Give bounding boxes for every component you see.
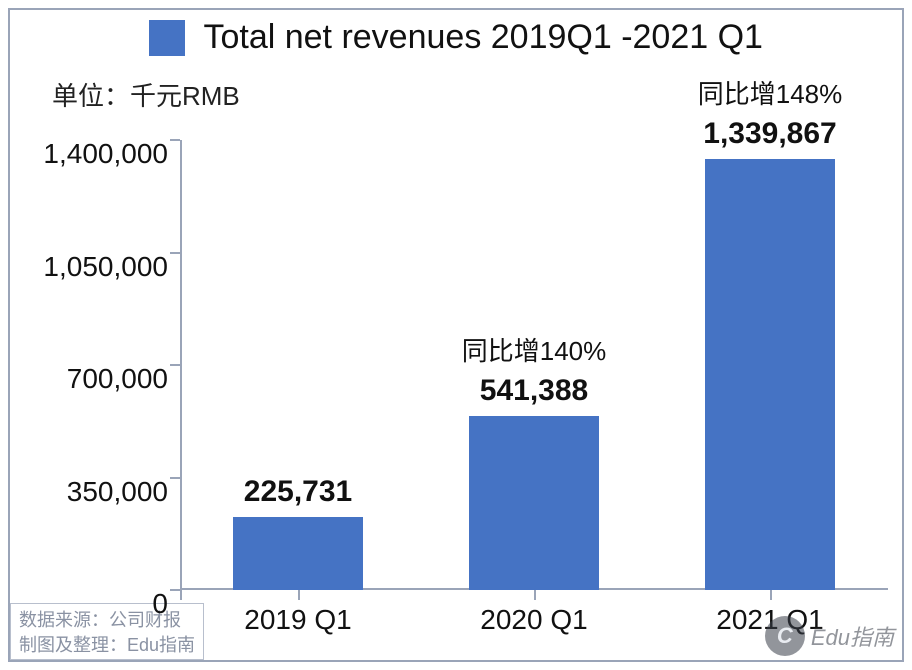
ytick-label: 0: [0, 588, 168, 620]
watermark-icon: C: [765, 616, 805, 656]
legend-swatch: [149, 20, 185, 56]
watermark-icon-letter: C: [777, 623, 793, 649]
ytick-mark: [170, 252, 180, 254]
xtick-mark: [534, 590, 536, 600]
watermark: C Edu指南: [765, 616, 894, 656]
bar-annotation: 同比增148%: [698, 74, 843, 111]
bar-value-label: 1,339,867: [703, 117, 836, 151]
xtick-label: 2020 Q1: [480, 604, 587, 636]
unit-label: 单位：千元RMB: [52, 76, 240, 113]
ytick-label: 350,000: [0, 476, 168, 508]
xtick-label: 2019 Q1: [244, 604, 351, 636]
chart-title: Total net revenues 2019Q1 -2021 Q1: [203, 18, 763, 57]
bar-value-label: 225,731: [244, 475, 352, 509]
source-line-2: 制图及整理：Edu指南: [19, 633, 195, 657]
plot-area: 225,7312019 Q1541,388同比增140%2020 Q11,339…: [180, 140, 888, 590]
ytick-mark: [170, 589, 180, 591]
bar-annotation: 同比增140%: [462, 331, 607, 368]
ytick-label: 700,000: [0, 363, 168, 395]
bar: [233, 517, 363, 590]
ytick-mark: [170, 477, 180, 479]
xtick-mark: [180, 590, 182, 600]
bar: [469, 416, 599, 590]
xtick-mark: [770, 590, 772, 600]
ytick-label: 1,050,000: [0, 251, 168, 283]
xtick-mark: [298, 590, 300, 600]
ytick-mark: [170, 139, 180, 141]
ytick-label: 1,400,000: [0, 138, 168, 170]
y-axis: [180, 140, 182, 590]
chart-legend: Total net revenues 2019Q1 -2021 Q1: [0, 18, 912, 57]
chart-canvas: Total net revenues 2019Q1 -2021 Q1 单位：千元…: [0, 0, 912, 670]
watermark-text: Edu指南: [811, 620, 894, 652]
bar: [705, 159, 835, 590]
ytick-mark: [170, 364, 180, 366]
bar-value-label: 541,388: [480, 374, 588, 408]
